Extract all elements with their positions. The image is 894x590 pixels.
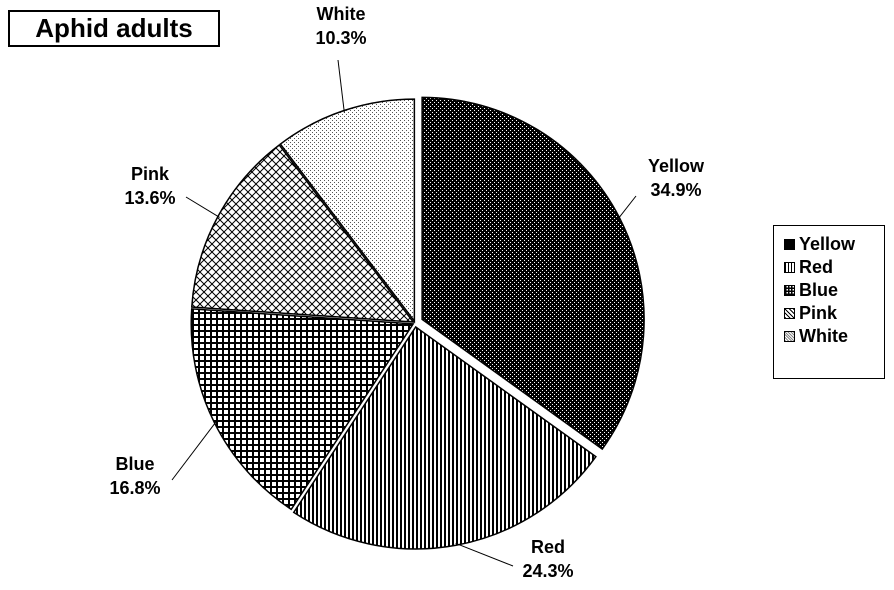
legend: Yellow Red Blue Pink White bbox=[773, 225, 885, 379]
leader-line-blue bbox=[171, 421, 217, 481]
legend-swatch-white bbox=[784, 331, 795, 342]
slice-label-pink: Pink bbox=[131, 164, 170, 184]
legend-label-pink: Pink bbox=[799, 303, 838, 323]
leader-line-white bbox=[337, 59, 345, 113]
pie-slice-red bbox=[292, 325, 597, 550]
legend-label-white: White bbox=[799, 326, 848, 346]
pie-slice-blue bbox=[190, 308, 415, 511]
pie-slice-yellow bbox=[421, 96, 645, 451]
leader-line-pink bbox=[185, 196, 220, 218]
slice-labels: Yellow 34.9% Red 24.3% Blue 16.8% Pink 13.6% Whi… bbox=[109, 4, 705, 581]
legend-label-red: Red bbox=[799, 257, 834, 277]
legend-label-blue: Blue bbox=[799, 280, 839, 300]
pie-slices bbox=[190, 96, 645, 550]
slice-label-red: Red bbox=[531, 537, 565, 557]
legend-item-blue: Blue bbox=[774, 279, 884, 302]
chart-title: Aphid adults bbox=[8, 10, 220, 47]
legend-swatch-blue bbox=[784, 285, 795, 296]
slice-value-white: 10.3% bbox=[315, 28, 366, 48]
slice-value-yellow: 34.9% bbox=[650, 180, 701, 200]
leader-line-red bbox=[455, 542, 514, 567]
legend-item-red: Red bbox=[774, 256, 884, 279]
slice-label-white: White bbox=[317, 4, 366, 24]
legend-swatch-red bbox=[784, 262, 795, 273]
slice-label-blue: Blue bbox=[115, 454, 154, 474]
legend-label-yellow: Yellow bbox=[799, 234, 856, 254]
slice-value-blue: 16.8% bbox=[109, 478, 160, 498]
slice-label-yellow: Yellow bbox=[648, 156, 705, 176]
leader-line-yellow bbox=[617, 195, 637, 220]
leader-lines bbox=[171, 59, 637, 567]
legend-swatch-pink bbox=[784, 308, 795, 319]
slice-value-red: 24.3% bbox=[522, 561, 573, 581]
legend-item-pink: Pink bbox=[774, 302, 884, 325]
slice-value-pink: 13.6% bbox=[124, 188, 175, 208]
legend-item-white: White bbox=[774, 325, 884, 348]
legend-swatch-yellow bbox=[784, 239, 795, 250]
legend-item-yellow: Yellow bbox=[774, 233, 884, 256]
